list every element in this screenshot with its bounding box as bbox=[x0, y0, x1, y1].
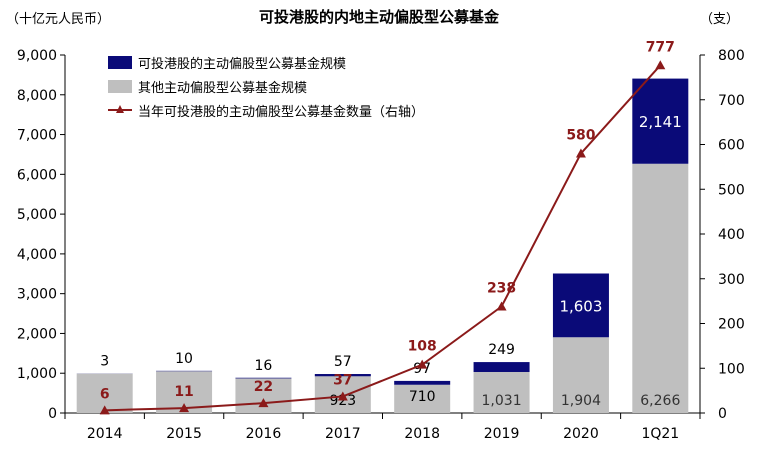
fund-count-value-label: 108 bbox=[408, 339, 437, 355]
bar-hk-investable-scale bbox=[394, 380, 451, 385]
fund-count-marker bbox=[417, 359, 428, 369]
fund-count-marker bbox=[655, 60, 666, 70]
legend-label: 其他主动偏股型公募基金规模 bbox=[138, 80, 308, 96]
legend-item-hk-investable-scale: 可投港股的主动偏股型公募基金规模 bbox=[108, 50, 424, 74]
x-tick-label: 1Q21 bbox=[641, 426, 679, 442]
fund-count-marker bbox=[179, 403, 190, 413]
x-tick-label: 2019 bbox=[484, 426, 520, 442]
bar-other-scale bbox=[394, 384, 451, 413]
left-tick-label: 1,000 bbox=[17, 366, 57, 382]
bar-hk-value-label: 16 bbox=[255, 358, 273, 374]
legend-item-other-scale: 其他主动偏股型公募基金规模 bbox=[108, 74, 424, 98]
x-tick-label: 2014 bbox=[87, 426, 123, 442]
bar-other-value-label: 6,266 bbox=[640, 393, 680, 409]
right-axis-unit: （支） bbox=[700, 12, 740, 27]
bar-hk-value-label: 10 bbox=[175, 351, 193, 367]
left-tick-label: 5,000 bbox=[17, 207, 57, 223]
right-tick-label: 800 bbox=[718, 48, 745, 64]
right-tick-label: 400 bbox=[718, 227, 745, 243]
bar-hk-value-label: 3 bbox=[100, 354, 109, 370]
right-tick-label: 600 bbox=[718, 138, 745, 154]
fund-count-value-label: 238 bbox=[487, 280, 516, 296]
legend: 可投港股的主动偏股型公募基金规模 其他主动偏股型公募基金规模 当年可投港股的主动… bbox=[108, 50, 424, 122]
fund-count-value-label: 11 bbox=[174, 384, 193, 400]
bar-other-scale bbox=[552, 337, 609, 413]
fund-count-value-label: 777 bbox=[646, 39, 675, 55]
bar-hk-investable-scale bbox=[632, 78, 689, 164]
fund-count-value-label: 22 bbox=[254, 379, 273, 395]
bar-hk-investable-scale bbox=[235, 377, 292, 379]
fund-count-value-label: 37 bbox=[333, 372, 352, 388]
legend-label: 当年可投港股的主动偏股型公募基金数量（右轴） bbox=[138, 104, 425, 120]
bar-hk-value-label: 97 bbox=[413, 361, 431, 377]
bar-hk-value-label: 249 bbox=[488, 342, 515, 358]
left-tick-label: 2,000 bbox=[17, 326, 57, 342]
bar-other-value-label: 1,904 bbox=[561, 393, 601, 409]
bar-other-scale bbox=[473, 371, 530, 413]
x-tick-label: 2018 bbox=[404, 426, 440, 442]
right-tick-label: 0 bbox=[718, 406, 727, 422]
left-tick-label: 9,000 bbox=[17, 48, 57, 64]
bar-other-value-label: 1,031 bbox=[482, 393, 522, 409]
fund-count-line bbox=[104, 64, 662, 412]
left-tick-label: 7,000 bbox=[17, 128, 57, 144]
bar-other-scale bbox=[632, 163, 689, 413]
right-tick-label: 500 bbox=[718, 182, 745, 198]
left-axis-unit: （十亿元人民币） bbox=[6, 12, 111, 27]
left-tick-label: 4,000 bbox=[17, 247, 57, 263]
chart-title: 可投港股的内地主动偏股型公募基金 bbox=[258, 8, 499, 26]
right-tick-label: 100 bbox=[718, 361, 745, 377]
bar-hk-investable-scale bbox=[314, 374, 371, 377]
x-tick-label: 2017 bbox=[325, 426, 361, 442]
x-tick-label: 2020 bbox=[563, 426, 599, 442]
bar-hk-investable-scale bbox=[552, 273, 609, 338]
bar-hk-value-label: 57 bbox=[334, 354, 352, 370]
left-tick-label: 6,000 bbox=[17, 167, 57, 183]
fund-count-value-label: 580 bbox=[566, 127, 595, 143]
bar-hk-investable-scale bbox=[473, 362, 530, 372]
bar-other-scale bbox=[235, 378, 292, 413]
left-tick-label: 8,000 bbox=[17, 88, 57, 104]
fund-count-marker bbox=[99, 405, 110, 415]
bar-hk-value-label: 2,141 bbox=[639, 113, 682, 131]
fund-count-marker bbox=[258, 398, 269, 408]
fund-count-marker bbox=[337, 391, 348, 401]
left-tick-label: 3,000 bbox=[17, 287, 57, 303]
legend-item-fund-count: 当年可投港股的主动偏股型公募基金数量（右轴） bbox=[108, 98, 424, 122]
right-tick-label: 300 bbox=[718, 272, 745, 288]
legend-swatch-gray bbox=[108, 79, 132, 93]
x-tick-label: 2016 bbox=[246, 426, 282, 442]
legend-swatch-line bbox=[108, 103, 132, 117]
bar-hk-value-label: 1,603 bbox=[559, 297, 602, 315]
left-tick-label: 0 bbox=[48, 406, 57, 422]
fund-count-marker bbox=[575, 148, 586, 158]
right-tick-label: 200 bbox=[718, 317, 745, 333]
right-tick-label: 700 bbox=[718, 93, 745, 109]
legend-swatch-navy bbox=[108, 55, 132, 69]
x-tick-label: 2015 bbox=[166, 426, 202, 442]
fund-count-marker bbox=[496, 301, 507, 311]
fund-count-value-label: 6 bbox=[100, 386, 110, 402]
bar-other-value-label: 710 bbox=[409, 389, 436, 405]
legend-label: 可投港股的主动偏股型公募基金规模 bbox=[138, 56, 347, 72]
